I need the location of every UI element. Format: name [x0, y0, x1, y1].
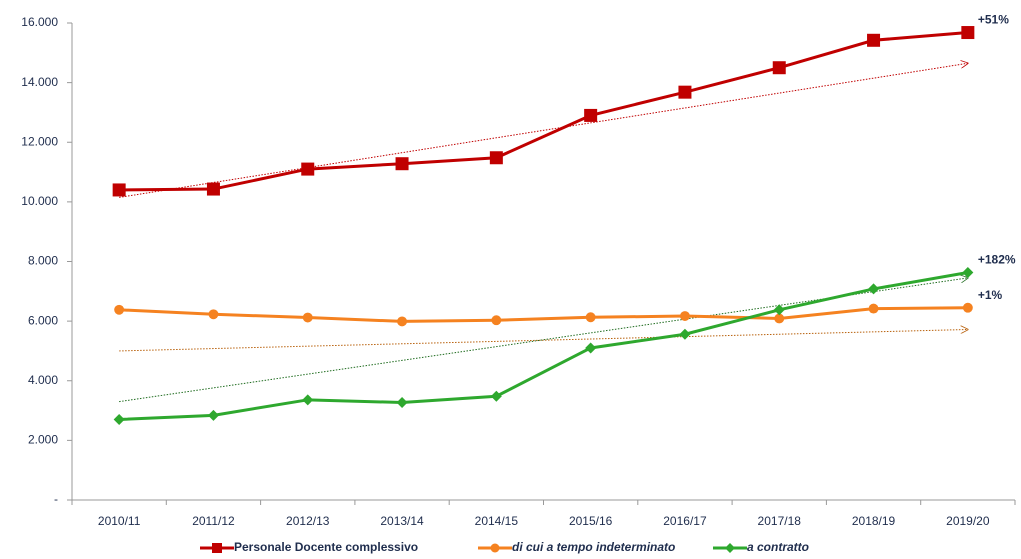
marker [868, 303, 879, 314]
marker [961, 26, 975, 40]
marker [772, 61, 786, 75]
marker [206, 182, 220, 196]
marker [584, 108, 598, 122]
x-tick-label: 2019/20 [946, 514, 990, 528]
legend-label: a contratto [747, 540, 809, 554]
marker [396, 397, 408, 409]
marker [678, 85, 692, 99]
marker [773, 304, 785, 316]
marker [585, 312, 596, 323]
x-tick-label: 2017/18 [758, 514, 802, 528]
marker [962, 267, 974, 279]
y-tick-label: 8.000 [28, 254, 58, 268]
marker [113, 414, 125, 426]
marker [725, 543, 735, 553]
series-line [119, 271, 969, 422]
y-tick-label: 10.000 [21, 194, 58, 208]
x-tick-label: 2012/13 [286, 514, 330, 528]
marker [114, 304, 125, 315]
trend-line [119, 63, 968, 198]
series [113, 267, 974, 426]
series [112, 26, 975, 197]
annotation: +182% [978, 253, 1016, 267]
x-tick-label: 2010/11 [98, 514, 141, 528]
marker [112, 183, 126, 197]
marker [962, 302, 973, 313]
y-tick-label: 12.000 [21, 134, 58, 148]
marker [397, 316, 407, 327]
y-tick-label: 2.000 [28, 433, 58, 447]
marker [489, 151, 503, 165]
x-tick-label: 2016/17 [663, 514, 707, 528]
legend-label: di cui a tempo indeterminato [512, 540, 675, 554]
marker [490, 543, 500, 553]
annotation: +1% [978, 288, 1003, 302]
x-tick-label: 2013/14 [380, 514, 424, 528]
y-tick-label: 14.000 [21, 75, 58, 89]
marker [774, 313, 785, 324]
y-tick-label: 16.000 [21, 15, 58, 29]
marker [680, 311, 690, 322]
legend: Personale Docente complessivo di cui a te… [200, 540, 809, 554]
series [114, 302, 973, 327]
marker [867, 33, 881, 47]
x-tick-label: 2011/12 [192, 514, 235, 528]
marker [301, 162, 315, 176]
marker [207, 409, 219, 421]
marker [868, 283, 880, 295]
y-tick-label: - [54, 492, 58, 506]
y-tick-label: 6.000 [28, 313, 58, 327]
x-tick-label: 2018/19 [852, 514, 896, 528]
series-line [119, 31, 968, 192]
marker [302, 312, 313, 323]
trend-line [119, 329, 968, 352]
marker [491, 315, 502, 326]
y-tick-label: 4.000 [28, 373, 58, 387]
annotation: +51% [978, 13, 1009, 27]
marker [212, 543, 222, 553]
marker [395, 157, 409, 171]
x-tick-label: 2015/16 [569, 514, 613, 528]
marker [208, 309, 219, 320]
marker [302, 394, 314, 406]
x-tick-label: 2014/15 [475, 514, 519, 528]
marker [585, 342, 597, 354]
series-line [119, 306, 968, 323]
marker [679, 328, 691, 340]
marker [490, 390, 502, 402]
legend-label: Personale Docente complessivo [234, 540, 418, 554]
